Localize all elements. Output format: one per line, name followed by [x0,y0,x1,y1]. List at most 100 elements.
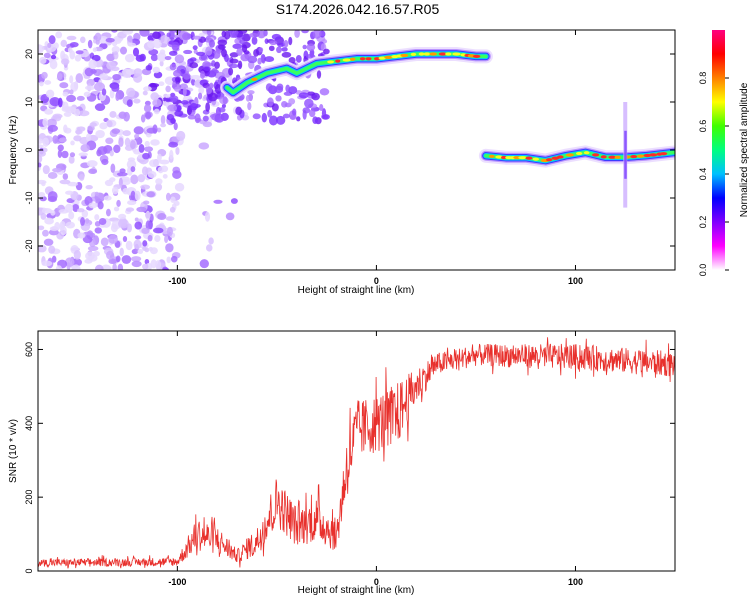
speckle-blob [124,137,131,147]
speckle-blob [106,250,115,260]
speckle-blob [146,191,156,198]
speckle-blob [94,82,105,92]
speckle-blob [165,243,174,253]
speckle-blob [241,41,251,49]
speckle-blob [61,150,69,159]
speckle-blob [62,173,69,180]
speckle-blob [267,97,274,107]
speckle-blob [264,38,269,44]
speckle-blob [228,67,234,76]
speckle-blob [97,201,104,210]
speckle-blob [143,200,150,205]
speckle-blob [167,104,178,112]
speckle-blob [39,56,47,65]
speckle-blob [134,221,143,230]
colorbar-gradient [712,30,725,270]
speckle-blob [294,30,300,38]
speckle-blob [152,66,160,74]
speckle-blob [174,110,184,117]
speckle-blob [261,112,268,123]
spectrogram-y-tick-label: 0 [24,147,34,152]
speckle-blob [38,162,42,168]
speckle-blob [217,44,226,50]
speckle-blob [111,46,120,54]
speckle-blob [137,174,146,183]
speckle-blob [159,159,170,165]
speckle-blob [118,137,124,148]
speckle-blob [80,36,86,44]
speckle-blob [112,73,122,81]
speckle-blob [121,255,132,264]
speckle-blob [80,144,90,153]
speckle-blob [141,166,149,176]
speckle-blob [296,116,301,122]
speckle-blob [118,213,127,220]
snr-x-tick-label: -100 [168,577,186,587]
speckle-blob [83,91,91,97]
speckle-blob [323,48,330,55]
speckle-blob [319,88,330,96]
speckle-blob [42,165,50,175]
speckle-blob [149,83,160,88]
speckle-blob [112,263,117,270]
speckle-blob [205,86,213,95]
speckle-blob [197,92,203,100]
speckle-blob [229,52,239,58]
speckle-blob [106,61,117,70]
speckle-blob [198,86,205,94]
speckle-blob [71,258,82,267]
speckle-blob [247,90,255,95]
speckle-blob [86,160,98,168]
snr-y-label: SNR (10 * v/v) [8,419,19,483]
speckle-blob [199,259,209,269]
trace-upper-core [423,52,431,56]
speckle-blob [304,98,314,109]
speckle-blob [43,238,54,246]
speckle-blob [108,234,118,244]
speckle-blob [95,129,105,139]
speckle-blob [94,227,102,234]
speckle-blob [92,47,98,52]
speckle-blob [38,138,44,144]
speckle-blob [169,206,176,213]
speckle-blob [50,209,56,216]
speckle-blob [69,152,76,158]
chart-title: S174.2026.042.16.57.R05 [275,1,440,17]
speckle-blob [44,108,54,115]
speckle-blob [275,115,286,125]
trace-upper-core [350,57,356,61]
speckle-blob [298,92,309,99]
speckle-blob [44,217,54,225]
speckle-blob [150,54,158,62]
snr-y-tick-label: 0 [24,568,34,573]
speckle-blob [155,183,163,191]
speckle-blob [133,98,141,104]
speckle-blob [38,225,45,231]
trace-lower-core [525,156,533,160]
trace-lower-core [489,154,495,158]
speckle-blob [140,184,151,190]
speckle-blob [80,217,85,226]
speckle-blob [152,98,162,108]
speckle-blob [79,173,85,181]
speckle-blob [319,104,324,111]
speckle-blob [106,120,113,128]
speckle-blob [69,41,79,48]
speckle-blob [139,30,150,37]
speckle-blob [187,114,197,120]
speckle-blob [204,211,211,222]
speckle-blob [87,245,99,252]
trace-upper-core [373,57,380,61]
spectrogram-x-label: Height of straight line (km) [298,285,415,296]
speckle-blob [281,47,288,52]
speckle-blob [142,263,149,270]
speckle-blob [130,139,136,150]
speckle-blob [237,60,243,70]
speckle-blob [292,108,297,116]
speckle-blob [277,42,286,47]
spectrogram-y-ticks: -20 -10 0 10 20 [24,49,675,253]
speckle-blob [173,122,178,131]
speckle-blob [209,69,220,74]
speckle-blob [38,150,46,157]
speckle-blob [65,190,74,195]
